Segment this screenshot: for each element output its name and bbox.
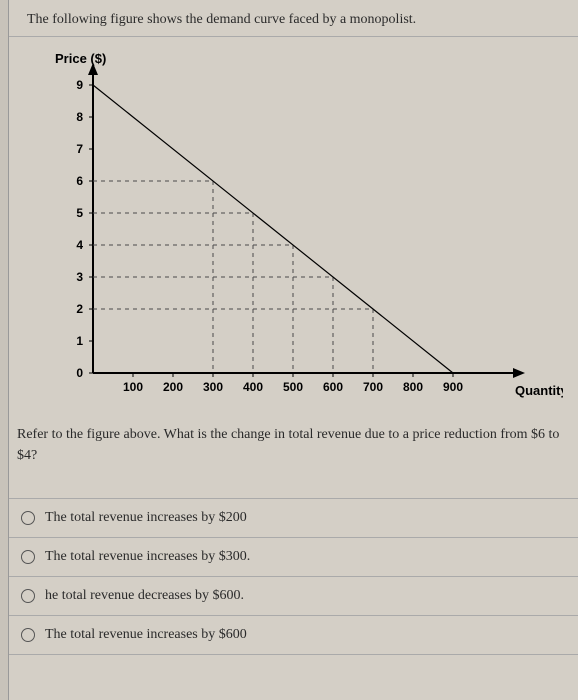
svg-text:Price ($): Price ($)	[55, 51, 106, 66]
option-label: he total revenue decreases by $600.	[45, 588, 244, 604]
intro-text: The following figure shows the demand cu…	[9, 12, 578, 37]
radio-icon[interactable]	[21, 511, 35, 525]
svg-text:3: 3	[76, 270, 83, 284]
svg-text:900: 900	[443, 380, 463, 394]
option-row[interactable]: he total revenue decreases by $600.	[9, 576, 578, 615]
option-label: The total revenue increases by $300.	[45, 549, 250, 565]
demand-curve-chart: Price ($) 0 1 2 3 4 5 6 7 8 9 100 200 300 400 500 600 700…	[23, 43, 563, 415]
svg-text:800: 800	[403, 380, 423, 394]
chart-container: Price ($) 0 1 2 3 4 5 6 7 8 9 100 200 300 400 500 600 700…	[9, 43, 578, 420]
svg-text:500: 500	[283, 380, 303, 394]
svg-text:6: 6	[76, 174, 83, 188]
svg-text:600: 600	[323, 380, 343, 394]
radio-icon[interactable]	[21, 589, 35, 603]
svg-text:8: 8	[76, 110, 83, 124]
svg-text:300: 300	[203, 380, 223, 394]
svg-text:700: 700	[363, 380, 383, 394]
question-text: Refer to the figure above. What is the c…	[9, 420, 578, 476]
question-page: The following figure shows the demand cu…	[8, 0, 578, 700]
option-label: The total revenue increases by $200	[45, 510, 247, 526]
svg-text:100: 100	[123, 380, 143, 394]
svg-text:7: 7	[76, 142, 83, 156]
svg-text:9: 9	[76, 78, 83, 92]
svg-text:200: 200	[163, 380, 183, 394]
svg-text:400: 400	[243, 380, 263, 394]
option-row[interactable]: The total revenue increases by $200	[9, 498, 578, 537]
svg-text:2: 2	[76, 302, 83, 316]
option-label: The total revenue increases by $600	[45, 627, 247, 643]
svg-text:0: 0	[76, 366, 83, 380]
option-row[interactable]: The total revenue increases by $300.	[9, 537, 578, 576]
option-row[interactable]: The total revenue increases by $600	[9, 615, 578, 655]
svg-text:Quantity (units): Quantity (units)	[515, 383, 563, 398]
svg-text:4: 4	[76, 238, 83, 252]
svg-text:1: 1	[76, 334, 83, 348]
radio-icon[interactable]	[21, 628, 35, 642]
radio-icon[interactable]	[21, 550, 35, 564]
svg-text:5: 5	[76, 206, 83, 220]
options-list: The total revenue increases by $200 The …	[9, 498, 578, 655]
